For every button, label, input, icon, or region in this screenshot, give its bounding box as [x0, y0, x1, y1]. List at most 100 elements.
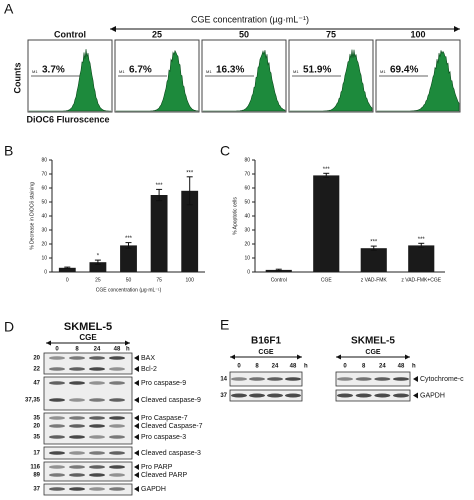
bar	[58, 267, 76, 272]
y-tick-label: 50	[244, 199, 250, 205]
band	[69, 381, 85, 385]
pointer	[134, 450, 139, 456]
gate-label: M1	[380, 69, 386, 74]
mw-label: 14	[220, 377, 227, 383]
band	[109, 356, 125, 360]
sample-label: 75	[326, 29, 336, 39]
band	[89, 435, 105, 439]
protein-label: Pro caspase-9	[141, 380, 186, 387]
panel-label: C	[220, 143, 230, 159]
mw-label: 22	[33, 367, 40, 373]
y-tick-label: 0	[247, 269, 250, 275]
y-tick-label: 80	[244, 157, 250, 163]
band	[249, 393, 265, 398]
arrow-head	[297, 354, 302, 360]
panel-label: A	[4, 1, 14, 17]
time-unit: h	[304, 364, 308, 370]
sample-label: Control	[54, 29, 86, 39]
time-unit: h	[412, 364, 416, 370]
x-tick-label: 75	[156, 277, 162, 283]
gate-label: M1	[119, 69, 125, 74]
axis-label: % Apoptotic cells	[232, 197, 238, 235]
band	[374, 377, 391, 381]
band	[109, 424, 125, 428]
band	[109, 367, 125, 371]
y-tick-label: 60	[41, 185, 47, 191]
time-unit: h	[126, 347, 130, 353]
y-tick-label: 40	[244, 213, 250, 219]
band	[49, 398, 65, 402]
time-label: 0	[343, 364, 347, 370]
band	[337, 377, 353, 381]
band	[69, 416, 85, 420]
time-label: 24	[272, 364, 279, 370]
y-tick-label: 20	[244, 241, 250, 247]
protein-label: BAX	[141, 355, 155, 362]
significance: *	[97, 254, 100, 260]
band	[393, 377, 409, 381]
bar	[313, 175, 340, 272]
gate-label: M1	[32, 69, 38, 74]
x-tick-label: z VAD-FMK	[361, 277, 388, 283]
band	[89, 473, 105, 477]
blot	[335, 389, 411, 402]
band	[89, 356, 105, 360]
protein-label: Bcl-2	[141, 366, 157, 373]
significance: ***	[186, 170, 194, 176]
protein-label: GAPDH	[141, 486, 166, 493]
band	[49, 367, 65, 371]
pointer	[134, 423, 139, 429]
y-tick-label: 20	[41, 241, 47, 247]
blot	[229, 389, 303, 402]
band	[69, 473, 85, 477]
bar	[181, 190, 199, 272]
histogram	[29, 49, 111, 112]
x-tick-label: 25	[95, 277, 101, 283]
time-label: 8	[362, 364, 366, 370]
band	[109, 487, 125, 491]
arrow-head	[125, 340, 130, 346]
protein-label: Cleaved PARP	[141, 472, 188, 479]
mw-label: 37,35	[25, 398, 41, 404]
y-tick-label: 70	[244, 171, 250, 177]
blot	[43, 352, 133, 375]
band	[393, 393, 409, 398]
band	[267, 377, 283, 381]
band	[49, 435, 65, 439]
significance: ***	[125, 236, 133, 242]
significance: ***	[323, 167, 331, 173]
band	[89, 398, 105, 402]
protein-label: Pro PARP	[141, 464, 173, 471]
time-label: 0	[237, 364, 241, 370]
band	[69, 465, 85, 469]
blot	[43, 483, 133, 496]
band	[89, 465, 105, 469]
blot	[43, 461, 133, 482]
blot	[43, 446, 133, 460]
x-tick-label: 50	[126, 277, 132, 283]
band	[49, 356, 65, 360]
band	[374, 393, 391, 398]
pointer	[134, 397, 139, 403]
protein-label: Pro caspase-3	[141, 434, 186, 441]
mw-label: 35	[33, 416, 40, 422]
band	[49, 465, 65, 469]
mw-label: 37	[220, 393, 227, 399]
band	[69, 398, 85, 402]
band	[49, 416, 65, 420]
time-label: 48	[398, 364, 405, 370]
percent-label: 16.3%	[216, 65, 244, 76]
histogram	[377, 50, 460, 112]
band	[355, 393, 372, 398]
time-label: 8	[75, 347, 79, 353]
cell-line: SKMEL-5	[351, 336, 395, 347]
pointer	[134, 486, 139, 492]
band	[69, 435, 85, 439]
bar	[360, 248, 387, 272]
time-label: 0	[55, 347, 59, 353]
band	[109, 435, 125, 439]
pointer	[134, 472, 139, 478]
arrow-head	[110, 26, 116, 32]
band	[69, 356, 85, 360]
pointer	[134, 464, 139, 470]
